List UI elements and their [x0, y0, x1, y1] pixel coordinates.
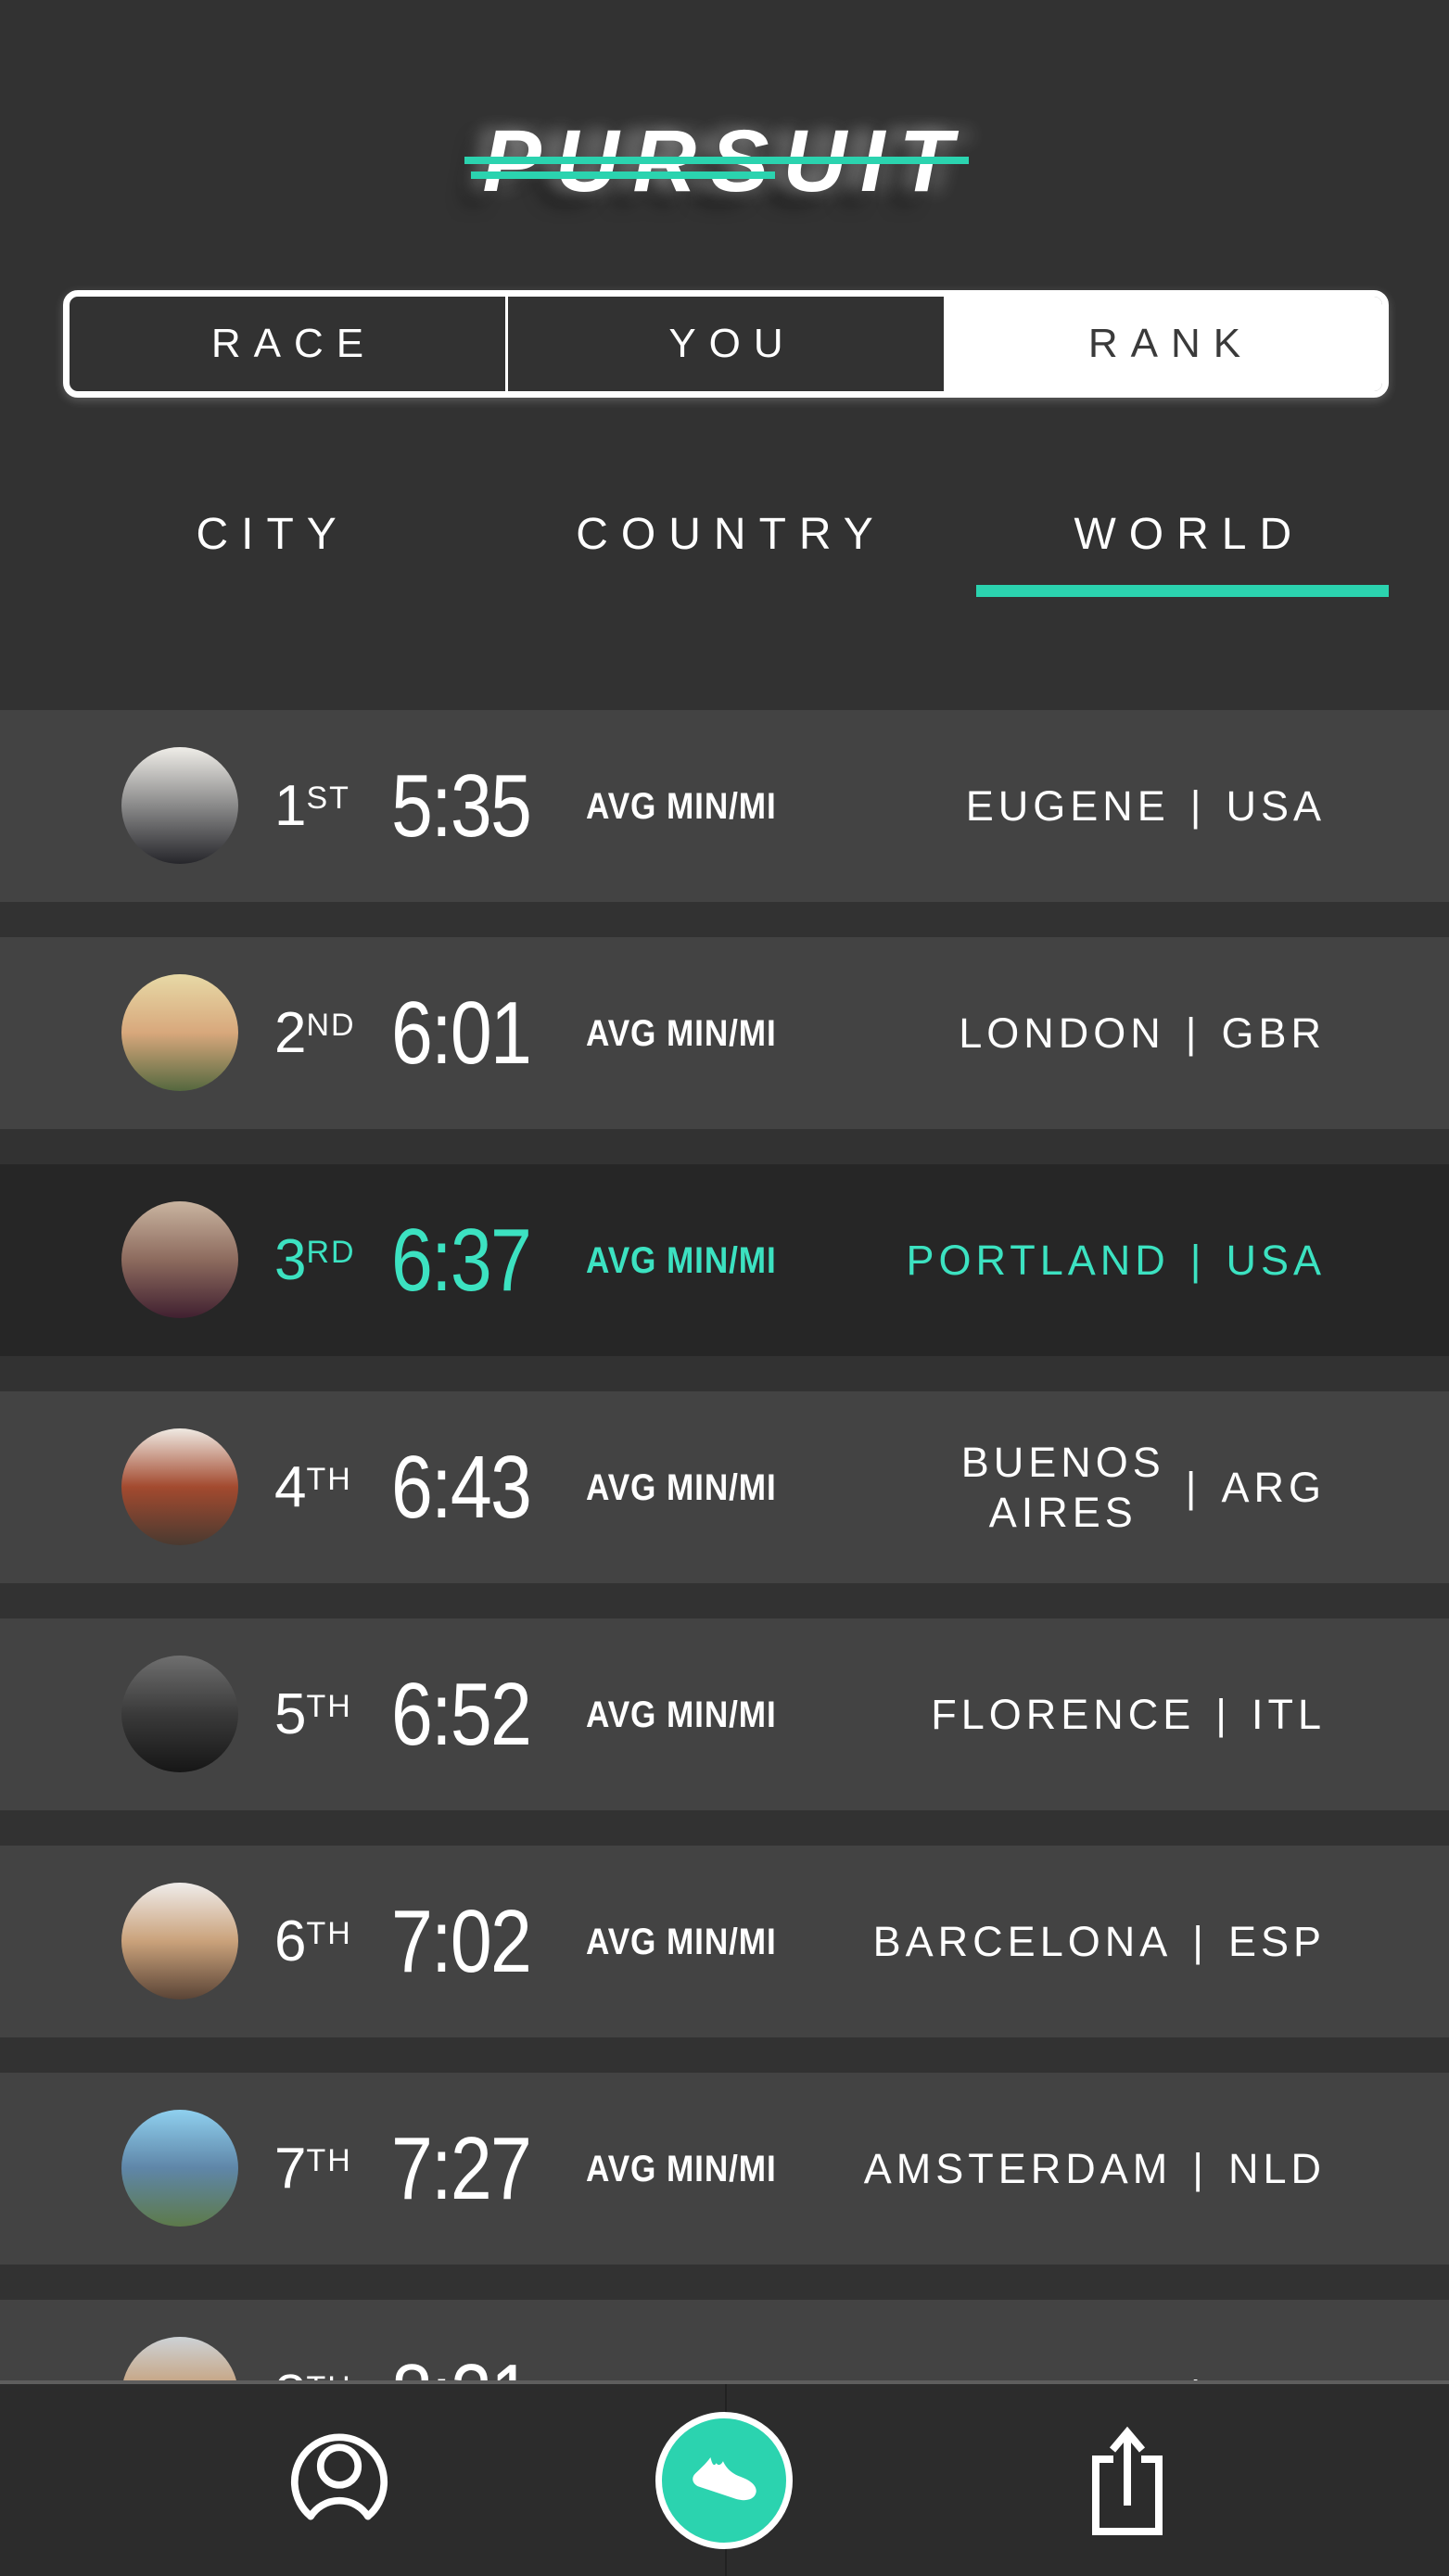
runner-avatar — [121, 1656, 238, 1772]
tab-country-label: COUNTRY — [576, 510, 886, 559]
location-label: AMSTERDAM | NLD — [863, 2144, 1326, 2192]
leaderboard-row-2[interactable]: 2ND 6:01 AVG MIN/MI LONDON | GBR — [0, 937, 1449, 1129]
location-label: BARCELONA | ESP — [872, 1917, 1326, 1965]
logo-strike-line-bottom — [471, 171, 775, 179]
rank-label: 4TH — [274, 1454, 352, 1519]
rank-label: 2ND — [274, 1000, 356, 1065]
nav-share-button[interactable] — [1083, 2422, 1172, 2539]
location-label: EUGENE | USA — [965, 781, 1326, 830]
pace-value: 6:37 — [391, 1210, 532, 1310]
scope-tabs: CITY COUNTRY WORLD — [37, 505, 1412, 597]
leaderboard-row-6[interactable]: 6TH 7:02 AVG MIN/MI BARCELONA | ESP — [0, 1846, 1449, 2037]
location-label: BUENOS AIRES | ARG — [960, 1438, 1326, 1536]
pace-value: 6:01 — [391, 983, 532, 1083]
segment-race[interactable]: RACE — [210, 321, 377, 366]
logo-strike-line-top — [464, 157, 969, 164]
leaderboard-row-1[interactable]: 1ST 5:35 AVG MIN/MI EUGENE | USA — [0, 710, 1449, 902]
pace-unit-label: AVG MIN/MI — [586, 1694, 777, 1735]
pace-value: 7:02 — [391, 1891, 532, 1991]
pace-unit-label: AVG MIN/MI — [586, 2148, 777, 2189]
location-label: FLORENCE | ITL — [931, 1690, 1326, 1738]
leaderboard-row-4[interactable]: 4TH 6:43 AVG MIN/MI BUENOS AIRES | ARG — [0, 1391, 1449, 1583]
pace-unit-label: AVG MIN/MI — [586, 1921, 777, 1962]
rank-label: 3RD — [274, 1227, 356, 1292]
rank-label: 1ST — [274, 773, 350, 838]
tab-indicator — [976, 585, 1390, 597]
pace-value: 6:52 — [391, 1664, 532, 1764]
nav-run-button[interactable] — [655, 2411, 793, 2549]
leaderboard-row-3-current-user[interactable]: 3RD 6:37 AVG MIN/MI PORTLAND | USA — [0, 1164, 1449, 1356]
segmented-control: RACE YOU RANK — [63, 290, 1389, 398]
leaderboard-list: 1ST 5:35 AVG MIN/MI EUGENE | USA 2ND 6:01 … — [0, 710, 1449, 2527]
pace-value: 6:43 — [391, 1437, 532, 1537]
pace-unit-label: AVG MIN/MI — [586, 1239, 777, 1281]
segment-rank[interactable]: RANK — [944, 297, 1382, 391]
location-label: PORTLAND | USA — [906, 1236, 1326, 1284]
runner-avatar — [121, 2110, 238, 2227]
rank-label: 6TH — [274, 1909, 352, 1973]
rank-label: 5TH — [274, 1681, 352, 1746]
runner-avatar — [121, 974, 238, 1091]
app-header: PURSUIT — [0, 0, 1449, 241]
runner-avatar — [121, 1883, 238, 1999]
leaderboard-row-5[interactable]: 5TH 6:52 AVG MIN/MI FLORENCE | ITL — [0, 1618, 1449, 1810]
run-circle — [655, 2411, 793, 2549]
tab-city-label: CITY — [196, 510, 350, 559]
runner-avatar — [121, 1428, 238, 1545]
pace-value: 5:35 — [391, 755, 532, 856]
location-label: LONDON | GBR — [959, 1009, 1326, 1057]
segment-you[interactable]: YOU — [505, 297, 944, 391]
shoe-icon — [678, 2434, 770, 2527]
leaderboard-row-7[interactable]: 7TH 7:27 AVG MIN/MI AMSTERDAM | NLD — [0, 2073, 1449, 2265]
rank-label: 7TH — [274, 2136, 352, 2201]
pace-unit-label: AVG MIN/MI — [586, 785, 777, 827]
tab-city[interactable]: CITY — [37, 505, 495, 597]
runner-avatar — [121, 747, 238, 864]
tab-world[interactable]: WORLD — [954, 505, 1412, 597]
nav-profile-button[interactable] — [287, 2430, 391, 2531]
pace-value: 7:27 — [391, 2118, 532, 2218]
runner-avatar — [121, 1201, 238, 1318]
tab-world-label: WORLD — [1074, 510, 1305, 559]
bottom-nav — [0, 2380, 1449, 2576]
tab-country[interactable]: COUNTRY — [495, 505, 953, 597]
person-icon — [287, 2430, 391, 2531]
pace-unit-label: AVG MIN/MI — [586, 1012, 777, 1054]
share-icon — [1083, 2422, 1172, 2539]
pace-unit-label: AVG MIN/MI — [586, 1466, 777, 1508]
